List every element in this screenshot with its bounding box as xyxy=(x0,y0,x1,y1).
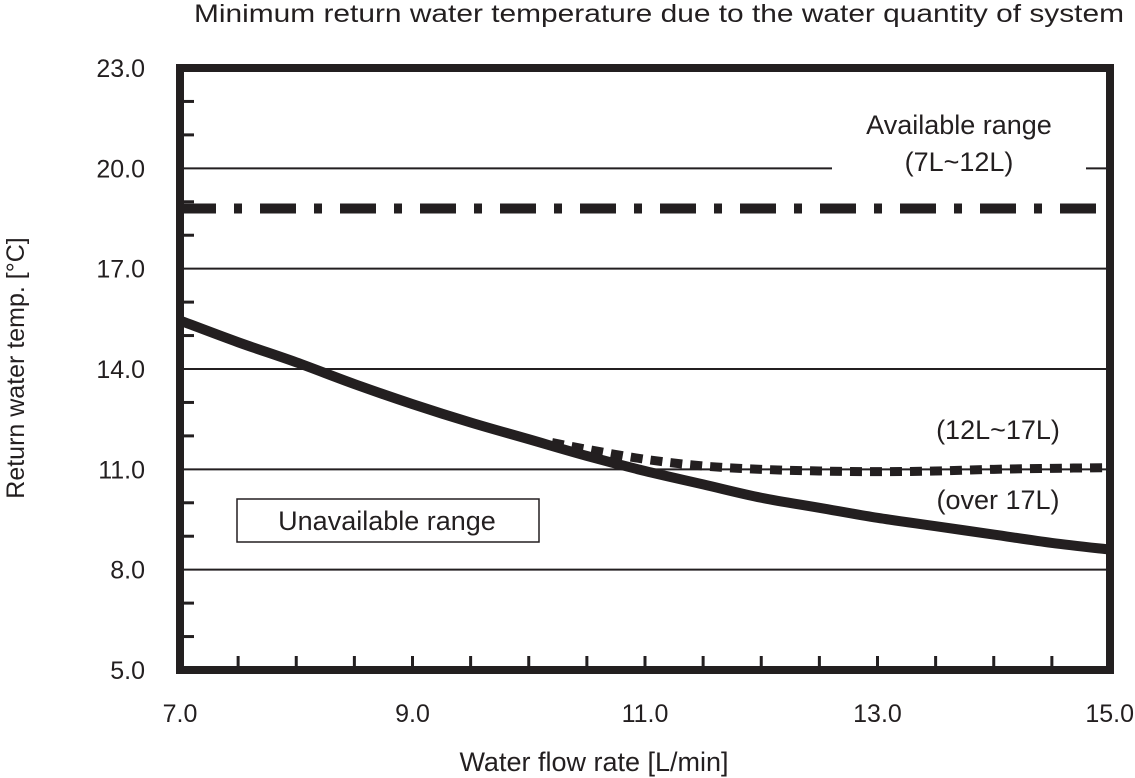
annotation-available-range-sub: (7L~12L) xyxy=(905,147,1014,177)
x-axis-label: Water flow rate [L/min] xyxy=(459,747,728,777)
y-tick-label: 17.0 xyxy=(96,256,145,284)
annotation-over-17l: (over 17L) xyxy=(936,485,1059,515)
x-tick-label: 11.0 xyxy=(622,700,669,728)
y-tick-label: 5.0 xyxy=(110,657,145,685)
series-group xyxy=(178,203,1111,555)
y-axis-label: Return water temp. [°C] xyxy=(2,237,30,498)
y-tick-label: 8.0 xyxy=(110,557,145,585)
y-tick-label: 14.0 xyxy=(96,356,145,384)
series-12l-17l xyxy=(551,438,1111,477)
annotation-12l-17l: (12L~17L) xyxy=(936,415,1060,445)
x-tick-label: 15.0 xyxy=(1085,700,1134,728)
x-tick-labels: 7.0 9.0 11.0 13.0 15.0 xyxy=(163,700,1134,728)
annotation-unavailable-range: Unavailable range xyxy=(278,506,496,536)
x-tick-label: 9.0 xyxy=(395,700,430,728)
series-over-17l xyxy=(178,315,1111,555)
minor-ticks xyxy=(180,99,1054,670)
y-tick-label: 20.0 xyxy=(96,155,145,183)
chart-title: Minimum return water temperature due to … xyxy=(194,0,1124,28)
unavailable-range-box xyxy=(236,498,540,543)
y-tick-label: 23.0 xyxy=(96,55,145,83)
plot-frame xyxy=(176,64,1114,674)
x-tick-label: 7.0 xyxy=(163,700,198,728)
x-tick-label: 13.0 xyxy=(853,700,902,728)
y-tick-label: 11.0 xyxy=(98,456,145,484)
y-tick-labels: 23.0 20.0 17.0 14.0 11.0 8.0 5.0 xyxy=(96,55,145,685)
annotation-available-range: Available range xyxy=(866,110,1052,140)
